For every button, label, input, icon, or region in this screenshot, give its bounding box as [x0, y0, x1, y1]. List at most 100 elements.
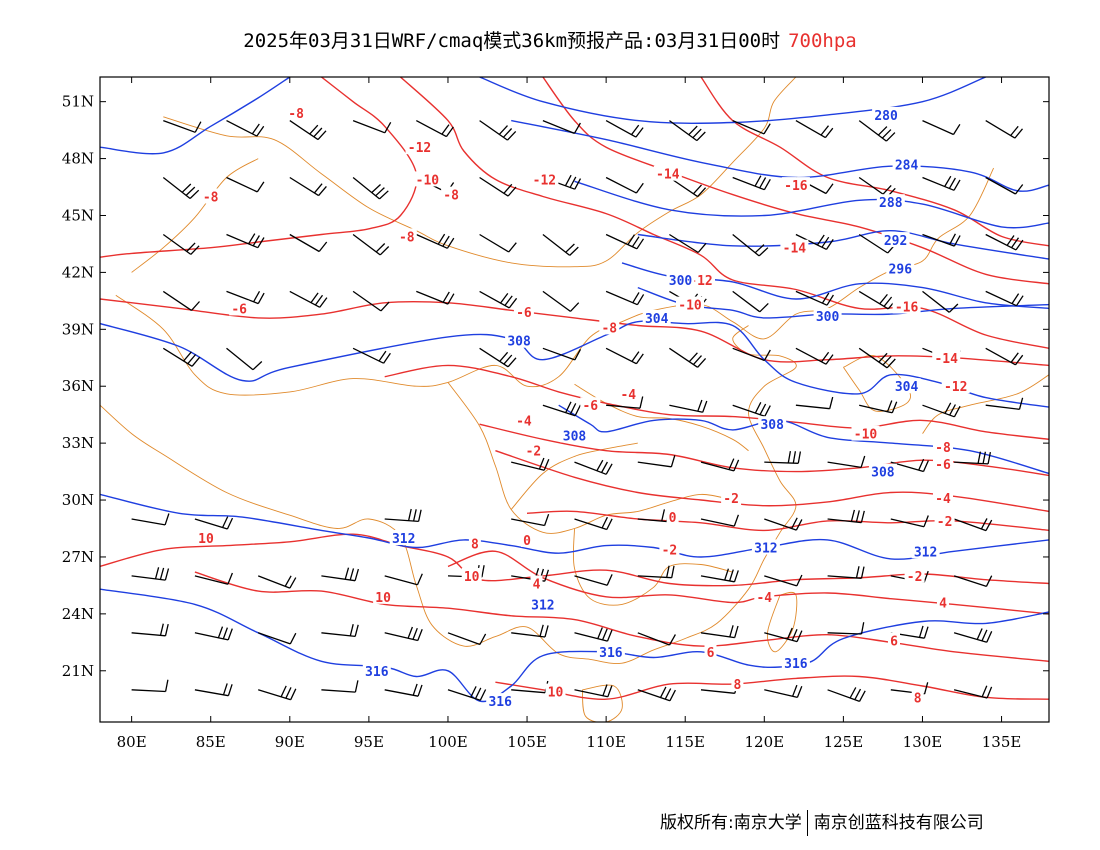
wind-barb: [574, 516, 613, 531]
temperature-contours: [100, 77, 1049, 700]
temperature-label: -8: [288, 107, 304, 122]
wind-barb: [858, 347, 896, 369]
temperature-label-bg: [653, 165, 682, 181]
wind-barb: [795, 347, 834, 365]
height-label-bg: [666, 272, 695, 287]
wind-barb: [922, 402, 961, 418]
x-tick-label: 90E: [275, 733, 305, 751]
wind-barb: [542, 119, 581, 135]
wind-barb: [605, 176, 644, 194]
boundary-line: [574, 383, 749, 452]
wind-barb: [162, 176, 200, 200]
temperature-label-bg: [781, 177, 810, 193]
wind-barb: [985, 176, 1024, 195]
temperature-label: -4: [516, 414, 532, 429]
wind-barb: [859, 400, 898, 414]
wind-barb: [384, 626, 423, 642]
wind-barb: [574, 684, 613, 698]
y-tick-label: 33N: [62, 434, 94, 452]
temperature-label-bg: [892, 298, 921, 314]
temperature-label: -8: [935, 441, 951, 456]
temperature-label-bg: [523, 442, 544, 458]
temperature-label: 8: [733, 678, 741, 693]
temperature-label-bg: [933, 490, 953, 506]
wind-barb: [131, 567, 170, 581]
wind-barb: [605, 290, 645, 306]
boundary-line: [510, 442, 638, 510]
wind-barb: [890, 515, 929, 528]
wind-barb: [194, 626, 233, 641]
height-isoline: [100, 320, 1049, 408]
height-label-bg: [881, 232, 910, 248]
height-label-bg: [560, 427, 589, 443]
x-tick-label: 130E: [903, 733, 943, 751]
temperature-label-bg: [659, 541, 680, 557]
temperature-label-bg: [599, 319, 620, 335]
wind-barb: [352, 176, 389, 200]
wind-barb: [858, 120, 896, 142]
height-label: 308: [760, 418, 784, 433]
height-isoline: [574, 180, 1049, 229]
wind-barb: [574, 627, 613, 642]
temperature-label-bg: [396, 228, 417, 244]
temperature-label: -2: [526, 445, 542, 460]
height-label: 312: [914, 545, 937, 560]
wind-barb: [795, 396, 834, 410]
wind-barb: [574, 459, 613, 475]
temperature-label-bg: [545, 683, 566, 699]
temperature-label-bg: [373, 588, 394, 604]
boundary-line: [115, 167, 995, 396]
temperature-label: -10: [678, 299, 702, 314]
temperature-label: -6: [231, 302, 247, 317]
y-tick-label: 27N: [62, 548, 94, 566]
wind-barb: [542, 233, 579, 256]
wind-barb: [922, 175, 961, 191]
temperature-label: 8: [914, 691, 922, 706]
wind-barb: [922, 290, 959, 313]
temperature-isotherm: [700, 77, 1049, 247]
temperature-label: 10: [464, 570, 480, 585]
wind-barb: [637, 455, 676, 468]
temperature-label-bg: [468, 535, 481, 551]
height-label: 308: [871, 466, 895, 481]
temperature-label-bg: [441, 186, 462, 202]
height-isoline: [100, 493, 1049, 560]
boundary-line: [163, 77, 797, 268]
wind-barb: [827, 566, 865, 579]
height-isoline: [511, 119, 1049, 192]
wind-barb: [479, 233, 517, 253]
wind-barb: [289, 290, 328, 308]
temperature-label: 10: [375, 591, 391, 606]
height-isoline: [637, 229, 1049, 260]
boundary-line: [572, 528, 733, 606]
temperature-label: -12: [689, 274, 712, 289]
wind-barb: [985, 347, 1024, 366]
height-label-bg: [868, 463, 897, 479]
wind-barb: [985, 290, 1024, 307]
x-tick-label: 95E: [354, 733, 384, 751]
temperature-label: -10: [416, 173, 440, 188]
x-tick-label: 85E: [196, 733, 226, 751]
height-label: 300: [669, 274, 693, 289]
temperature-label: -14: [783, 242, 807, 257]
temperature-label-bg: [721, 490, 742, 506]
wind-barb: [321, 624, 359, 638]
temperature-label: -16: [784, 179, 808, 194]
temperature-label-bg: [286, 105, 307, 120]
height-label-bg: [813, 308, 842, 323]
wind-barb: [415, 120, 454, 138]
temperature-label: -14: [656, 168, 680, 183]
height-isoline: [100, 77, 291, 155]
wind-barb: [700, 458, 740, 472]
y-tick-label: 51N: [62, 93, 94, 111]
wind-barb: [764, 574, 803, 587]
wind-barb: [858, 290, 897, 310]
height-label-bg: [486, 693, 515, 709]
copyright-text: 版权所有:南京大学: [660, 813, 802, 833]
height-label: 316: [784, 657, 808, 672]
temperature-label-bg: [196, 530, 216, 545]
footer-separator: [806, 810, 808, 836]
wind-barb: [289, 120, 327, 141]
wind-barb: [162, 347, 201, 367]
wind-barb: [985, 120, 1024, 139]
